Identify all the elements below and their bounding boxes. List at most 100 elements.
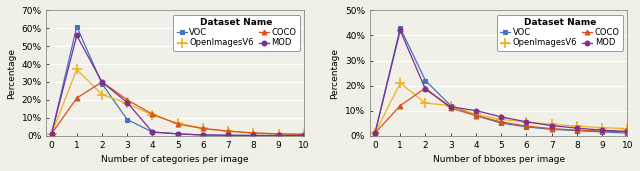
OpenImagesV6 <box>447 104 454 107</box>
COCO <box>472 115 480 117</box>
MOD <box>472 110 480 112</box>
MOD <box>300 134 308 136</box>
Line: OpenImagesV6: OpenImagesV6 <box>370 78 633 139</box>
COCO <box>250 132 257 134</box>
MOD <box>275 134 282 136</box>
Line: VOC: VOC <box>372 25 630 136</box>
COCO <box>522 125 530 127</box>
VOC <box>396 27 404 29</box>
VOC <box>371 132 379 134</box>
MOD <box>224 134 232 136</box>
Line: COCO: COCO <box>49 80 307 137</box>
OpenImagesV6 <box>300 133 308 135</box>
MOD <box>250 134 257 136</box>
Line: OpenImagesV6: OpenImagesV6 <box>46 64 309 140</box>
COCO <box>598 130 606 132</box>
COCO <box>48 133 56 135</box>
Legend: VOC, OpenImagesV6, COCO, MOD: VOC, OpenImagesV6, COCO, MOD <box>497 15 623 51</box>
COCO <box>573 129 580 131</box>
VOC <box>250 134 257 136</box>
MOD <box>371 132 379 134</box>
MOD <box>522 121 530 123</box>
Y-axis label: Percentage: Percentage <box>7 48 16 98</box>
Line: MOD: MOD <box>372 28 630 136</box>
VOC <box>497 122 505 124</box>
VOC <box>300 134 308 136</box>
VOC <box>275 134 282 136</box>
MOD <box>98 81 106 83</box>
VOC <box>447 104 454 107</box>
Legend: VOC, OpenImagesV6, COCO, MOD: VOC, OpenImagesV6, COCO, MOD <box>173 15 300 51</box>
Y-axis label: Percentage: Percentage <box>330 48 339 98</box>
OpenImagesV6 <box>224 130 232 132</box>
COCO <box>199 127 207 129</box>
VOC <box>148 131 156 133</box>
COCO <box>371 132 379 134</box>
OpenImagesV6 <box>396 82 404 84</box>
MOD <box>598 129 606 131</box>
VOC <box>98 83 106 85</box>
X-axis label: Number of categories per image: Number of categories per image <box>101 155 249 164</box>
VOC <box>174 133 182 135</box>
COCO <box>447 107 454 109</box>
VOC <box>199 134 207 136</box>
MOD <box>497 116 505 118</box>
OpenImagesV6 <box>275 133 282 135</box>
VOC <box>48 133 56 135</box>
MOD <box>124 102 131 104</box>
COCO <box>497 121 505 123</box>
MOD <box>422 88 429 90</box>
MOD <box>447 106 454 108</box>
VOC <box>73 25 81 28</box>
COCO <box>396 104 404 107</box>
COCO <box>148 113 156 115</box>
MOD <box>48 133 56 135</box>
OpenImagesV6 <box>199 127 207 129</box>
MOD <box>396 29 404 31</box>
VOC <box>598 131 606 133</box>
OpenImagesV6 <box>623 128 631 130</box>
MOD <box>148 131 156 133</box>
COCO <box>224 130 232 132</box>
MOD <box>573 127 580 129</box>
COCO <box>422 87 429 89</box>
X-axis label: Number of bboxes per image: Number of bboxes per image <box>433 155 564 164</box>
VOC <box>522 126 530 128</box>
OpenImagesV6 <box>48 133 56 135</box>
OpenImagesV6 <box>598 127 606 129</box>
OpenImagesV6 <box>371 132 379 134</box>
OpenImagesV6 <box>73 68 81 70</box>
COCO <box>124 99 131 101</box>
OpenImagesV6 <box>472 113 480 115</box>
VOC <box>422 80 429 82</box>
OpenImagesV6 <box>422 102 429 104</box>
VOC <box>548 128 556 130</box>
COCO <box>623 131 631 133</box>
MOD <box>199 134 207 136</box>
OpenImagesV6 <box>548 123 556 125</box>
Line: MOD: MOD <box>49 33 307 138</box>
MOD <box>174 133 182 135</box>
OpenImagesV6 <box>497 118 505 120</box>
VOC <box>573 130 580 132</box>
Line: VOC: VOC <box>49 24 307 138</box>
OpenImagesV6 <box>250 132 257 134</box>
MOD <box>623 130 631 132</box>
OpenImagesV6 <box>573 125 580 127</box>
COCO <box>275 133 282 135</box>
OpenImagesV6 <box>124 102 131 104</box>
MOD <box>548 125 556 127</box>
OpenImagesV6 <box>174 122 182 124</box>
COCO <box>98 81 106 83</box>
OpenImagesV6 <box>98 94 106 96</box>
VOC <box>124 119 131 121</box>
COCO <box>548 128 556 130</box>
VOC <box>472 115 480 117</box>
COCO <box>73 97 81 99</box>
MOD <box>73 35 81 37</box>
COCO <box>174 123 182 125</box>
VOC <box>623 132 631 134</box>
VOC <box>224 134 232 136</box>
OpenImagesV6 <box>148 114 156 116</box>
Line: COCO: COCO <box>372 86 630 136</box>
